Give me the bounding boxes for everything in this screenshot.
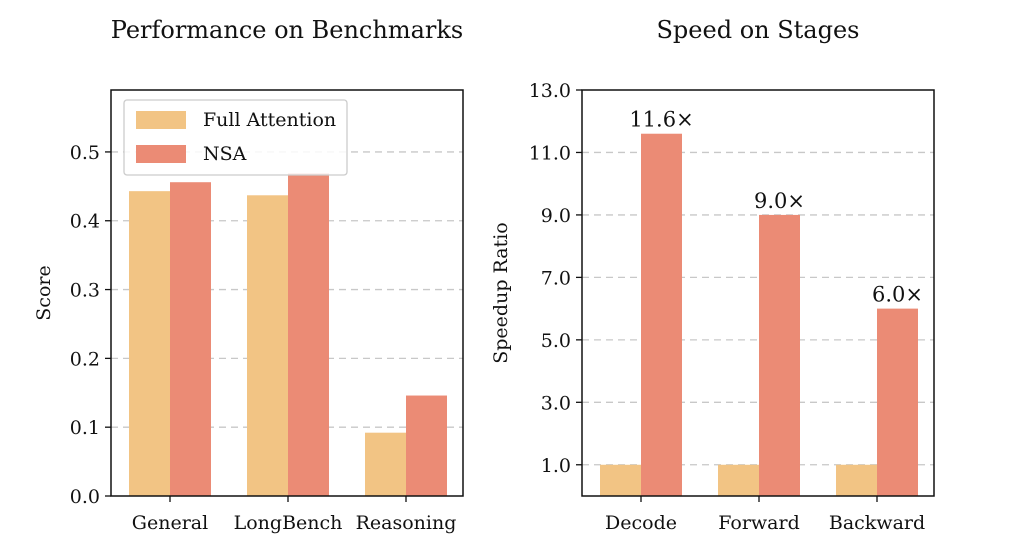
benchmark-bar-full-attention-reasoning bbox=[365, 433, 406, 496]
benchmark-chart-ylabel: Score bbox=[33, 265, 55, 320]
speed-data-label: 6.0× bbox=[872, 283, 923, 307]
speed-bar-nsa-decode bbox=[641, 134, 682, 496]
benchmark-chart: Performance on Benchmarks 0.0 0.1 0.2 0.3 0.… bbox=[33, 16, 463, 534]
benchmark-xtick-label: LongBench bbox=[234, 512, 343, 534]
legend-swatch-nsa bbox=[136, 145, 186, 163]
speed-xtick-label: Backward bbox=[829, 512, 925, 534]
speed-ytick-label: 1.0 bbox=[541, 455, 571, 477]
benchmark-ytick-label: 0.5 bbox=[70, 142, 100, 164]
speed-chart-ylabel: Speedup Ratio bbox=[490, 222, 512, 364]
benchmark-bar-full-attention-longbench bbox=[247, 195, 288, 496]
benchmark-xtick-label: Reasoning bbox=[356, 512, 457, 534]
benchmark-ytick-label: 0.1 bbox=[70, 417, 100, 439]
speed-ytick-label: 13.0 bbox=[529, 80, 571, 102]
legend-label-nsa: NSA bbox=[203, 143, 247, 165]
legend: Full Attention NSA bbox=[124, 100, 347, 175]
benchmark-bar-nsa-general bbox=[170, 182, 211, 496]
figure: Performance on Benchmarks 0.0 0.1 0.2 0.3 0.… bbox=[0, 0, 1024, 554]
speed-ytick-label: 3.0 bbox=[541, 392, 571, 414]
benchmark-ytick-label: 0.0 bbox=[70, 486, 100, 508]
speed-data-label: 11.6× bbox=[629, 108, 693, 132]
speed-data-label: 9.0× bbox=[754, 189, 805, 213]
legend-swatch-full-attention bbox=[136, 111, 186, 129]
legend-label-full-attention: Full Attention bbox=[203, 109, 336, 131]
benchmark-bar-nsa-longbench bbox=[288, 173, 329, 496]
speed-bar-nsa-forward bbox=[759, 215, 800, 496]
speed-xtick-label: Forward bbox=[718, 512, 800, 534]
benchmark-ytick-label: 0.3 bbox=[70, 280, 100, 302]
benchmark-chart-title: Performance on Benchmarks bbox=[111, 16, 463, 44]
speed-ytick-label: 5.0 bbox=[541, 330, 571, 352]
speed-xtick-label: Decode bbox=[605, 512, 677, 534]
speed-chart: Speed on Stages 1.03.05.07.09.011.013.0 … bbox=[490, 16, 934, 534]
speed-ytick-label: 11.0 bbox=[529, 142, 571, 164]
benchmark-bar-nsa-reasoning bbox=[406, 396, 447, 496]
speed-bar-nsa-backward bbox=[877, 309, 918, 496]
speed-bar-full-attention-forward bbox=[718, 465, 759, 496]
speed-ytick-label: 7.0 bbox=[541, 267, 571, 289]
benchmark-xtick-label: General bbox=[132, 512, 208, 534]
speed-ytick-label: 9.0 bbox=[541, 205, 571, 227]
speed-bar-full-attention-decode bbox=[600, 465, 641, 496]
benchmark-ytick-label: 0.4 bbox=[70, 211, 100, 233]
speed-chart-title: Speed on Stages bbox=[656, 16, 859, 44]
speed-bar-full-attention-backward bbox=[836, 465, 877, 496]
benchmark-bar-full-attention-general bbox=[129, 191, 170, 496]
benchmark-ytick-label: 0.2 bbox=[70, 348, 100, 370]
